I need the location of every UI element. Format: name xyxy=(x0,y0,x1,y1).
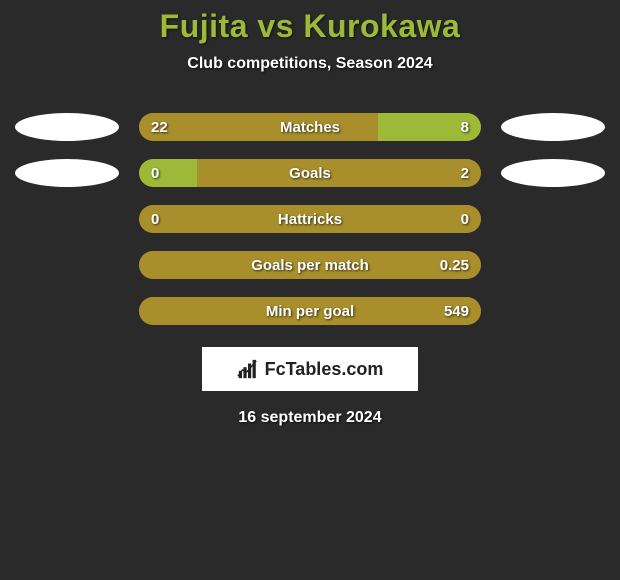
date-text: 16 september 2024 xyxy=(0,409,620,427)
stat-row: 22Matches8 xyxy=(0,113,620,141)
stat-row: Min per goal549 xyxy=(0,297,620,325)
stat-bar: 22Matches8 xyxy=(139,113,481,141)
stat-right-value: 2 xyxy=(461,165,469,182)
stat-right-value: 8 xyxy=(461,119,469,136)
stat-label: Matches xyxy=(139,119,481,136)
stat-row: Goals per match0.25 xyxy=(0,251,620,279)
title: Fujita vs Kurokawa xyxy=(0,8,620,45)
stat-right-value: 0 xyxy=(461,211,469,228)
stat-label: Hattricks xyxy=(139,211,481,228)
comparison-widget: Fujita vs Kurokawa Club competitions, Se… xyxy=(0,0,620,427)
stat-bar: Goals per match0.25 xyxy=(139,251,481,279)
brand-text: FcTables.com xyxy=(265,359,384,380)
stat-label: Goals xyxy=(139,165,481,182)
brand-box[interactable]: FcTables.com xyxy=(202,347,418,391)
subtitle: Club competitions, Season 2024 xyxy=(0,55,620,73)
stat-right-value: 0.25 xyxy=(440,257,469,274)
stat-label: Min per goal xyxy=(139,303,481,320)
stat-bar: Min per goal549 xyxy=(139,297,481,325)
stat-right-value: 549 xyxy=(444,303,469,320)
player-left-marker xyxy=(15,113,119,141)
player-right-marker xyxy=(501,159,605,187)
player-left-marker xyxy=(15,159,119,187)
stat-rows: 22Matches80Goals20Hattricks0Goals per ma… xyxy=(0,113,620,325)
stat-bar: 0Goals2 xyxy=(139,159,481,187)
player-right-marker xyxy=(501,113,605,141)
stat-bar: 0Hattricks0 xyxy=(139,205,481,233)
chart-icon xyxy=(237,358,259,380)
stat-row: 0Goals2 xyxy=(0,159,620,187)
stat-label: Goals per match xyxy=(139,257,481,274)
stat-row: 0Hattricks0 xyxy=(0,205,620,233)
